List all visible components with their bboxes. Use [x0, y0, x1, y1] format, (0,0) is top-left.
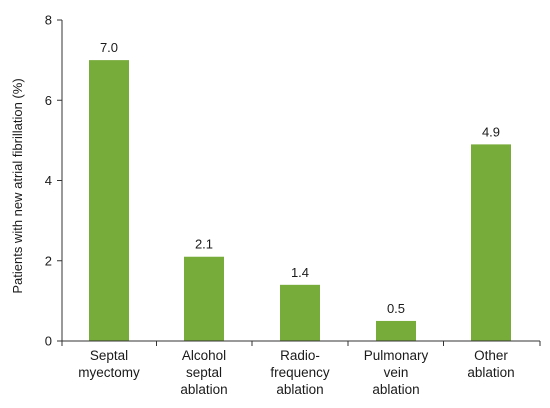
- bar-value-label: 2.1: [195, 237, 213, 252]
- y-tick-label: 6: [45, 93, 52, 108]
- bar-value-label: 1.4: [291, 265, 309, 280]
- bar: [89, 60, 129, 341]
- y-tick-label: 2: [45, 253, 52, 268]
- bar-value-label: 0.5: [387, 301, 405, 316]
- x-tick-label: Radio-: [280, 348, 320, 363]
- bar-value-label: 7.0: [100, 40, 118, 55]
- x-tick-label: ablation: [276, 382, 323, 397]
- x-tick-label: Other: [474, 348, 508, 363]
- x-tick-label: Alcohol: [182, 348, 226, 363]
- x-tick-label: frequency: [270, 365, 330, 380]
- x-tick-label: Septal: [90, 348, 128, 363]
- x-tick-label: septal: [186, 365, 222, 380]
- x-tick-label: ablation: [467, 365, 514, 380]
- bar: [184, 256, 224, 341]
- y-tick-label: 4: [45, 173, 52, 188]
- bar-value-label: 4.9: [482, 124, 500, 139]
- x-tick-label: ablation: [180, 382, 227, 397]
- y-axis-title: Patients with new atrial fibrillation (%…: [10, 78, 25, 293]
- x-tick-label: myectomy: [78, 365, 140, 380]
- bar: [471, 144, 511, 341]
- x-axis: Septal myectomy Alcohol septal ablation Radio…: [61, 340, 541, 397]
- x-tick-label: ablation: [372, 382, 419, 397]
- bar: [376, 320, 416, 341]
- y-tick-label: 8: [45, 13, 52, 28]
- y-tick-label: 0: [45, 334, 52, 349]
- bar: [280, 284, 320, 341]
- x-tick-label: Pulmonary: [364, 348, 429, 363]
- bars: 7.0 2.1 1.4 0.5 4.9: [89, 40, 511, 341]
- y-axis: 0 2 4 6 8: [45, 13, 63, 349]
- x-tick-label: vein: [384, 365, 409, 380]
